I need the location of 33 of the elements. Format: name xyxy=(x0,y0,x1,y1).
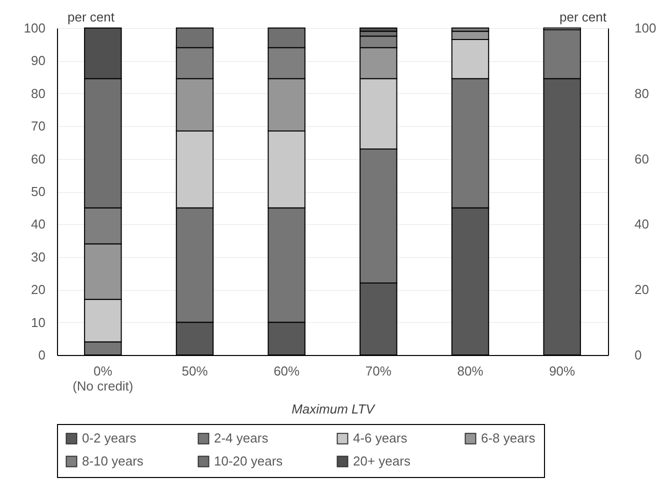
y2-tick-label: 40 xyxy=(634,216,649,232)
y-tick-label: 50 xyxy=(31,184,46,199)
y2-tick-label: 80 xyxy=(634,86,649,101)
x-tick-label: 70% xyxy=(365,364,392,378)
x-tick-label: 60% xyxy=(274,364,300,378)
y-tick-label: 30 xyxy=(31,249,46,264)
legend-label: 20+ years xyxy=(353,454,411,468)
y-tick-label: 80 xyxy=(31,86,46,101)
legend-label: 4-6 years xyxy=(353,430,408,446)
y2-axis-title: per cent xyxy=(560,10,607,24)
x-axis-title: Maximum LTV xyxy=(292,402,376,416)
y-tick-label: 70 xyxy=(31,118,46,134)
legend-label: 2-4 years xyxy=(214,430,269,446)
x-tick-label: 80% xyxy=(457,364,484,378)
y2-tick-label: 60 xyxy=(634,151,649,166)
legend-label: 0-2 years xyxy=(82,430,137,446)
x-tick-label: 90% xyxy=(549,364,576,378)
y-tick-label: 0 xyxy=(38,348,46,362)
x-tick-label: 0% (No credit) xyxy=(72,364,134,394)
y2-tick-label: 20 xyxy=(634,282,649,298)
y-tick-label: 20 xyxy=(31,282,46,298)
y-tick-label: 90 xyxy=(31,53,46,68)
y-tick-label: 100 xyxy=(24,20,46,36)
legend-label: 10-20 years xyxy=(214,454,284,468)
y-tick-label: 40 xyxy=(31,216,46,232)
y-tick-label: 60 xyxy=(31,151,46,166)
y2-tick-label: 0 xyxy=(634,348,642,362)
y-axis-title: per cent xyxy=(68,10,115,24)
legend-label: 6-8 years xyxy=(481,430,536,446)
y2-tick-label: 100 xyxy=(634,20,656,36)
y-tick-label: 10 xyxy=(31,314,46,330)
legend-label: 8-10 years xyxy=(82,454,144,468)
x-tick-label: 50% xyxy=(182,364,208,378)
